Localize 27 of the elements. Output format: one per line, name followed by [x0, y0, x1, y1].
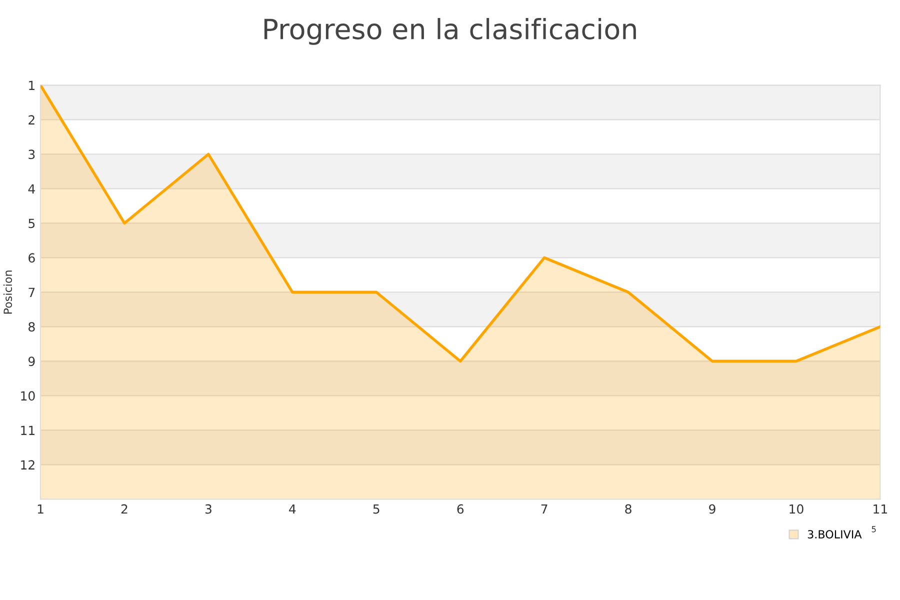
y-tick-label: 11: [21, 426, 34, 435]
text: 5: [872, 526, 876, 532]
x-tick-label: 11: [874, 504, 887, 514]
y-tick-label: 7: [28, 288, 35, 297]
x-tick-label: 6: [457, 504, 464, 514]
y-tick-label: 9: [28, 356, 35, 366]
y-tick-label: 8: [28, 322, 35, 332]
x-tick-label: 2: [121, 504, 128, 514]
y-tick-label: 3: [28, 150, 35, 160]
y-tick-label: 12: [21, 460, 34, 470]
y-tick-label: 6: [28, 253, 35, 263]
x-tick-label: 7: [541, 504, 548, 514]
legend-label: 3.BOLIVIA: [808, 530, 862, 538]
y-tick-label: 4: [28, 184, 35, 194]
x-tick-label: 8: [625, 504, 632, 514]
y-tick-label: 2: [28, 115, 34, 124]
chart-title: Progreso en la clasificacion: [264, 18, 636, 45]
y-tick-label: 1: [29, 80, 34, 90]
y-axis-title: Posicion: [3, 270, 12, 314]
x-tick-label: 5: [373, 504, 380, 514]
x-tick-label: 3: [205, 504, 212, 514]
y-tick-label: 10: [21, 391, 35, 401]
x-tick-label: 1: [38, 504, 44, 514]
y-tick-label: 5: [28, 218, 35, 228]
x-tick-label: 9: [709, 504, 716, 514]
x-tick-label: 10: [790, 504, 804, 514]
x-tick-label: 4: [289, 504, 296, 514]
